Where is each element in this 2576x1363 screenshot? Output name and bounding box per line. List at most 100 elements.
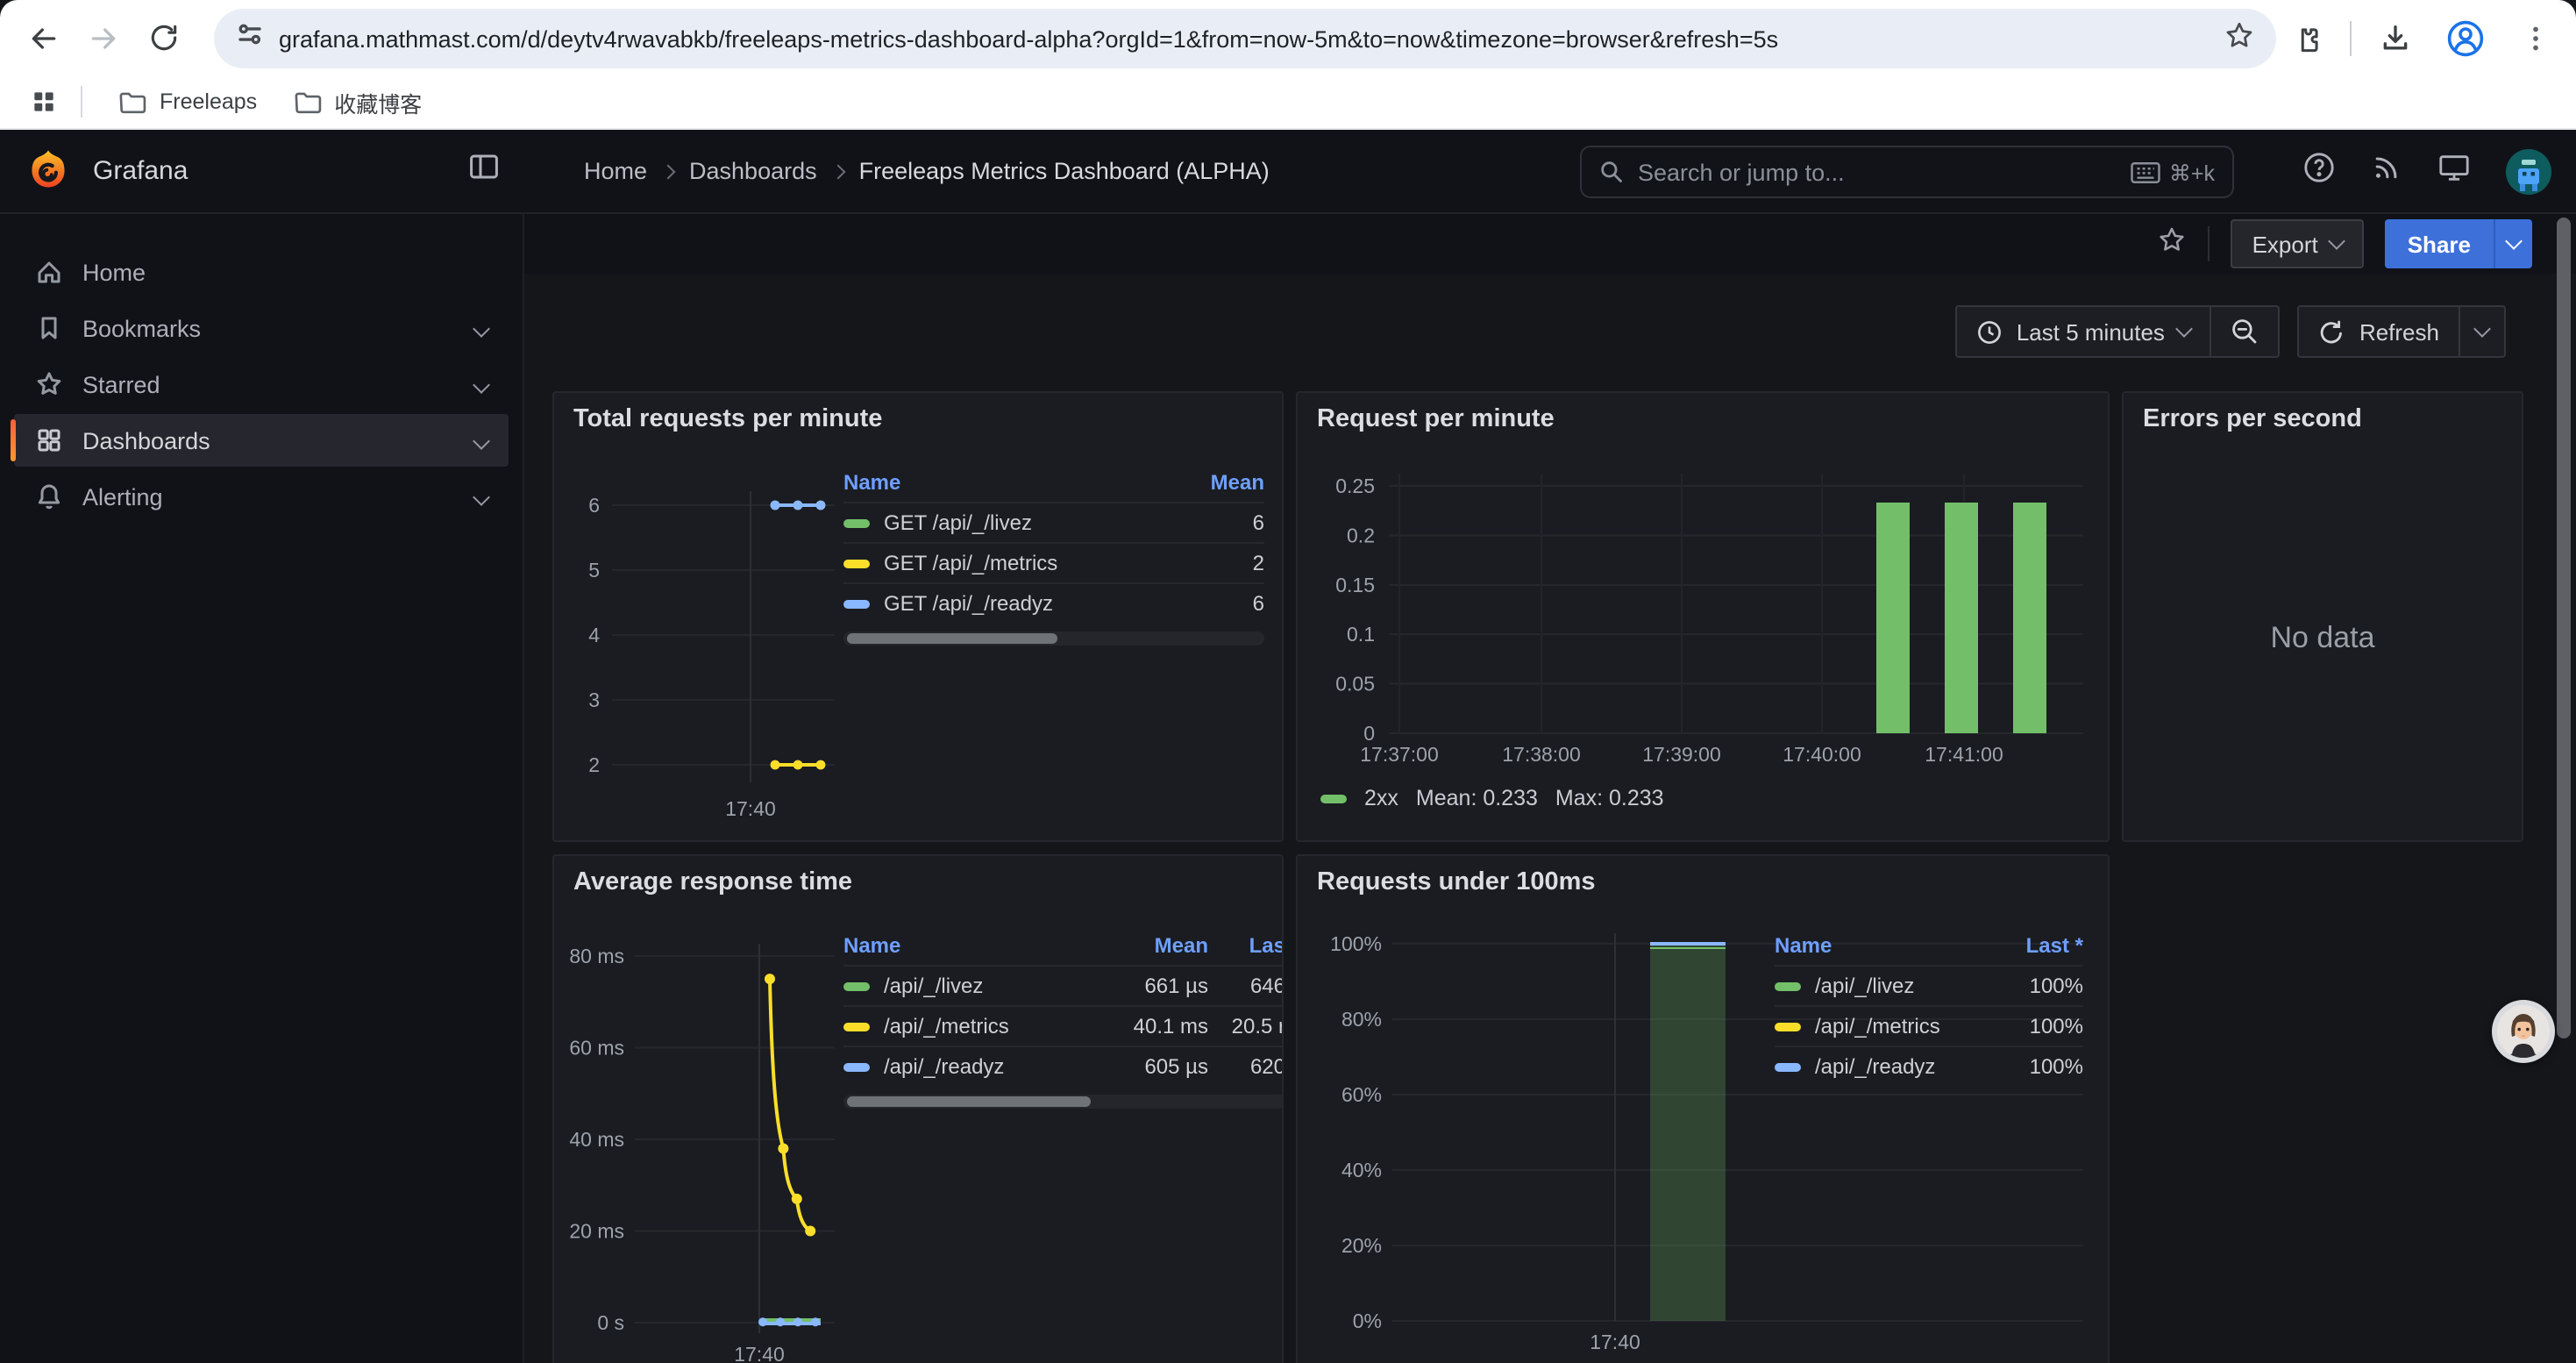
svg-text:40%: 40% (1341, 1159, 1382, 1181)
sidebar-item-starred[interactable]: Starred (14, 358, 509, 410)
time-range-picker[interactable]: Last 5 minutes (1957, 307, 2210, 356)
folder-icon (117, 87, 147, 117)
forward-icon[interactable] (74, 8, 133, 68)
bell-icon (35, 482, 63, 510)
series-value: 100% (1992, 974, 2083, 998)
reload-icon[interactable] (133, 8, 193, 68)
time-controls: Last 5 minutes Refresh (1955, 305, 2506, 358)
legend-table[interactable]: NameMeanGET /api/_/livez6GET /api/_/metr… (843, 463, 1264, 646)
svg-text:17:40: 17:40 (725, 797, 776, 820)
panel-errors-per-second[interactable]: Errors per second No data (2122, 391, 2523, 842)
series-value: 6 (1173, 591, 1264, 616)
panel-avg-response-time[interactable]: Average response time 80 ms60 ms40 ms20 … (552, 854, 1284, 1363)
svg-text:17:40:00: 17:40:00 (1783, 743, 1861, 766)
series-value: 20.5 r (1208, 1014, 1284, 1038)
legend-row[interactable]: /api/_/livez661 µs646 (843, 965, 1284, 1005)
legend-row[interactable]: GET /api/_/readyz6 (843, 582, 1264, 623)
legend-row[interactable]: /api/_/metrics40.1 ms20.5 r (843, 1005, 1284, 1045)
url-text[interactable]: grafana.mathmast.com/d/deytv4rwavabkb/fr… (279, 25, 2224, 52)
dock-sidebar-icon[interactable] (468, 151, 500, 191)
share-button[interactable]: Share (2385, 219, 2532, 268)
browser-actions (2276, 9, 2565, 68)
floating-assistant-avatar[interactable] (2492, 1000, 2555, 1063)
legend-row[interactable]: GET /api/_/metrics2 (843, 542, 1264, 582)
news-rss-icon[interactable] (2371, 151, 2402, 191)
legend-table[interactable]: NameMeanLas/api/_/livez661 µs646/api/_/m… (843, 926, 1284, 1109)
browser-menu-icon[interactable] (2506, 9, 2565, 68)
share-menu-button[interactable] (2494, 219, 2532, 268)
svg-text:17:40: 17:40 (1590, 1331, 1640, 1353)
bookmark-folder-freeleaps[interactable]: Freeleaps (100, 82, 274, 122)
series-pill (843, 1022, 870, 1031)
search-input[interactable]: Search or jump to... ⌘+k (1580, 146, 2234, 198)
divider (2209, 226, 2210, 261)
legend-row[interactable]: /api/_/livez100% (1775, 965, 2083, 1005)
url-bar[interactable]: grafana.mathmast.com/d/deytv4rwavabkb/fr… (214, 9, 2276, 68)
page-scrollbar[interactable] (2557, 218, 2571, 1038)
sidebar-item-alerting[interactable]: Alerting (14, 470, 509, 523)
series-name: GET /api/_/metrics (884, 551, 1057, 575)
svg-text:0%: 0% (1353, 1309, 1382, 1332)
refresh-button[interactable]: Refresh (2300, 307, 2459, 356)
favorite-star-icon[interactable] (2158, 225, 2188, 263)
chevron-right-icon (661, 165, 676, 180)
sidebar-item-dashboards[interactable]: Dashboards (14, 414, 509, 467)
legend-row[interactable]: GET /api/_/livez6 (843, 502, 1264, 542)
sidebar-item-bookmarks[interactable]: Bookmarks (14, 302, 509, 354)
svg-text:17:41:00: 17:41:00 (1925, 743, 2003, 766)
svg-text:0: 0 (1363, 722, 1375, 745)
chart-request-per-minute: 0.250.20.150.10.05017:37:0017:38:0017:39… (1298, 393, 2110, 842)
no-data-message: No data (2124, 621, 2522, 656)
series-value: 605 µs (1099, 1054, 1208, 1079)
download-icon[interactable] (2366, 9, 2425, 68)
site-settings-icon[interactable] (235, 19, 265, 58)
legend-scrollbar[interactable] (843, 632, 1264, 646)
zoom-out-button[interactable] (2212, 307, 2279, 356)
legend-row[interactable]: /api/_/readyz605 µs620 (843, 1045, 1284, 1086)
panel-requests-under-100ms[interactable]: Requests under 100ms 100%80%60%40%20%0%1… (1296, 854, 2110, 1363)
legend-scrollbar[interactable] (843, 1095, 1284, 1109)
breadcrumb-dashboards[interactable]: Dashboards (689, 158, 817, 184)
legend-header: Mean (1099, 933, 1208, 958)
chevron-down-icon (473, 488, 490, 505)
grafana-logo[interactable] (25, 147, 72, 195)
series-pill (843, 559, 870, 567)
series-pill (843, 518, 870, 527)
grafana-top-nav: Grafana Home Dashboards Freeleaps Metric… (0, 130, 2576, 214)
legend-row[interactable]: /api/_/metrics100% (1775, 1005, 2083, 1045)
profile-icon[interactable] (2436, 9, 2495, 68)
series-value: 646 (1208, 974, 1284, 998)
export-button[interactable]: Export (2231, 219, 2364, 268)
keyboard-icon (2131, 161, 2160, 183)
series-name: /api/_/livez (884, 974, 983, 998)
svg-text:20%: 20% (1341, 1234, 1382, 1257)
extension-icon[interactable] (2276, 9, 2336, 68)
svg-text:0.1: 0.1 (1347, 623, 1375, 646)
back-icon[interactable] (14, 8, 74, 68)
svg-text:0.05: 0.05 (1335, 673, 1375, 696)
bookmark-folder-blogs[interactable]: 收藏博客 (274, 80, 439, 124)
panel-request-per-minute[interactable]: Request per minute 2xx Mean: 0.233 Max: … (1296, 391, 2110, 842)
help-icon[interactable] (2302, 150, 2336, 192)
svg-text:3: 3 (588, 689, 600, 711)
chevron-down-icon (473, 375, 490, 393)
svg-text:80 ms: 80 ms (569, 945, 624, 967)
panel-total-requests[interactable]: Total requests per minute 6543217:40Name… (552, 391, 1284, 842)
panel-title: Errors per second (2143, 405, 2362, 433)
bookmark-icon (35, 314, 63, 342)
legend-table[interactable]: NameLast */api/_/livez100%/api/_/metrics… (1775, 926, 2083, 1086)
apps-grid-icon[interactable] (21, 79, 67, 125)
sidebar-item-home[interactable]: Home (14, 246, 509, 298)
browser-chrome: grafana.mathmast.com/d/deytv4rwavabkb/fr… (0, 0, 2576, 130)
svg-text:17:39:00: 17:39:00 (1642, 743, 1721, 766)
svg-text:0.25: 0.25 (1335, 475, 1375, 497)
legend-row[interactable]: /api/_/readyz100% (1775, 1045, 2083, 1086)
monitor-icon[interactable] (2437, 150, 2471, 192)
breadcrumb-home[interactable]: Home (584, 158, 647, 184)
clock-icon (1976, 318, 2003, 345)
star-icon (35, 370, 63, 398)
nav-main: Home Dashboards Freeleaps Metrics Dashbo… (524, 130, 2576, 212)
user-avatar[interactable] (2506, 148, 2551, 194)
bookmark-star-icon[interactable] (2224, 18, 2255, 59)
refresh-interval-button[interactable] (2460, 307, 2504, 356)
